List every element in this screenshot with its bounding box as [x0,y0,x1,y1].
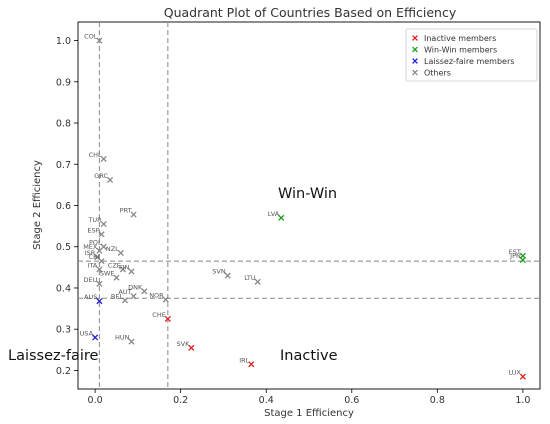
point-label-swe: SWE [100,270,115,278]
point-label-svn: SVN [212,268,226,276]
point-label-lva: LVA [268,210,280,218]
x-axis-label: Stage 1 Efficiency [264,408,354,419]
point-marker-ltu [254,278,261,285]
point-marker-irl [248,361,255,368]
point-marker-dnk [141,288,148,295]
axis-ticks: 0.0 0.2 0.4 0.6 0.8 1.0 0.2 0.3 0.4 0.5 0.6 0.7 0.8 0… [56,36,531,406]
x-tick-label: 0.0 [88,395,103,406]
legend-entry: Inactive members [424,34,496,43]
point-label-col: COL [84,33,98,41]
point-label-nor: NOR [149,292,164,300]
point-label-grc: GRC [94,172,108,180]
x-tick-label: 0.8 [430,395,445,406]
legend-marker [412,58,418,64]
point-marker-chl [100,155,107,162]
point-marker-col [96,37,103,44]
point-label-ltu: LTU [244,274,256,282]
point-label-hun: HUN [115,334,130,342]
point-marker-svk [188,344,195,351]
point-marker-jpn [519,256,526,263]
point-label-svk: SVK [177,340,191,348]
legend: Inactive members Win-Win members Laissez-f… [405,28,538,82]
point-marker-nor [162,296,169,303]
point-label-lux: LUX [508,369,521,377]
point-label-fin: FIN [119,263,130,271]
point-marker-aus [96,298,103,305]
point-marker-prt [130,211,137,218]
x-tick-label: 0.2 [173,395,188,406]
x-tick-label: 0.4 [259,395,274,406]
legend-marker [412,46,418,53]
point-label-jpn: JPN [509,252,521,260]
legend-entry: Win-Win members [424,46,497,55]
legend-marker [412,69,418,76]
y-tick-label: 0.7 [56,160,71,171]
point-label-esp: ESP [87,226,99,234]
point-marker-cri [98,258,105,265]
point-marker-ita [96,266,103,273]
point-marker-hun [128,338,135,345]
chart-title: Quadrant Plot of Countries Based on Effi… [164,5,457,20]
y-tick-label: 0.2 [56,366,71,377]
point-marker-svn [224,272,231,279]
point-marker-deu [96,280,103,287]
point-marker-grc [107,176,114,183]
point-marker-lva [278,214,285,221]
point-label-cri: CRI [89,253,100,261]
point-label-dnk: DNK [128,283,143,291]
legend-entry: Laissez-faire members [424,57,514,66]
quadrant-label-laissez-faire: Laissez-faire [8,348,99,364]
y-tick-label: 0.3 [56,325,71,336]
point-label-irl: IRL [239,356,249,364]
point-marker-nzl [117,249,124,256]
y-tick-label: 0.6 [56,201,71,212]
y-tick-label: 0.4 [56,283,71,294]
y-tick-label: 0.5 [56,242,71,253]
point-label-che: CHE [152,311,166,319]
point-marker-fin [128,268,135,275]
point-label-chl: CHL [89,151,102,159]
point-marker-tur [100,220,107,228]
legend-entry: Others [424,69,451,78]
point-label-bel: BEL [111,292,124,300]
point-label-mex: MEX [83,243,98,251]
point-marker-esp [98,231,105,238]
point-label-nzl: NZL [106,245,119,253]
point-label-est: EST [509,248,521,256]
point-marker-bel [121,297,129,304]
point-label-usa: USA [80,329,94,337]
point-marker-cze [119,266,126,273]
point-marker-swe [113,274,120,281]
y-tick-label: 1.0 [56,36,71,47]
quadrant-label-inactive: Inactive [280,348,338,364]
point-marker-che [164,315,171,322]
threshold-lines [78,22,540,389]
legend-marker [412,35,418,41]
y-tick-label: 0.8 [56,119,71,130]
point-marker-aut [130,293,137,300]
point-marker-mex [96,247,103,254]
x-tick-label: 1.0 [515,395,530,406]
y-tick-label: 0.9 [56,77,71,88]
point-label-cze: CZE [108,261,121,269]
x-tick-label: 0.6 [344,395,359,406]
quadrant-label-win-win: Win-Win [278,186,337,202]
point-label-aut: AUT [118,288,131,296]
point-label-aus: AUS [84,293,97,301]
point-label-prt: PRT [120,207,132,215]
y-axis-label: Stage 2 Efficiency [32,160,43,250]
point-label-isr: ISR [85,249,96,257]
point-marker-lux [519,373,526,380]
point-label-tur: TUR [87,216,102,224]
point-label-deu: DEU [84,276,98,284]
point-label-pol: POL [89,239,102,247]
point-marker-usa [92,334,99,341]
legend-box [405,28,538,82]
point-label-ita: ITA [88,261,98,269]
